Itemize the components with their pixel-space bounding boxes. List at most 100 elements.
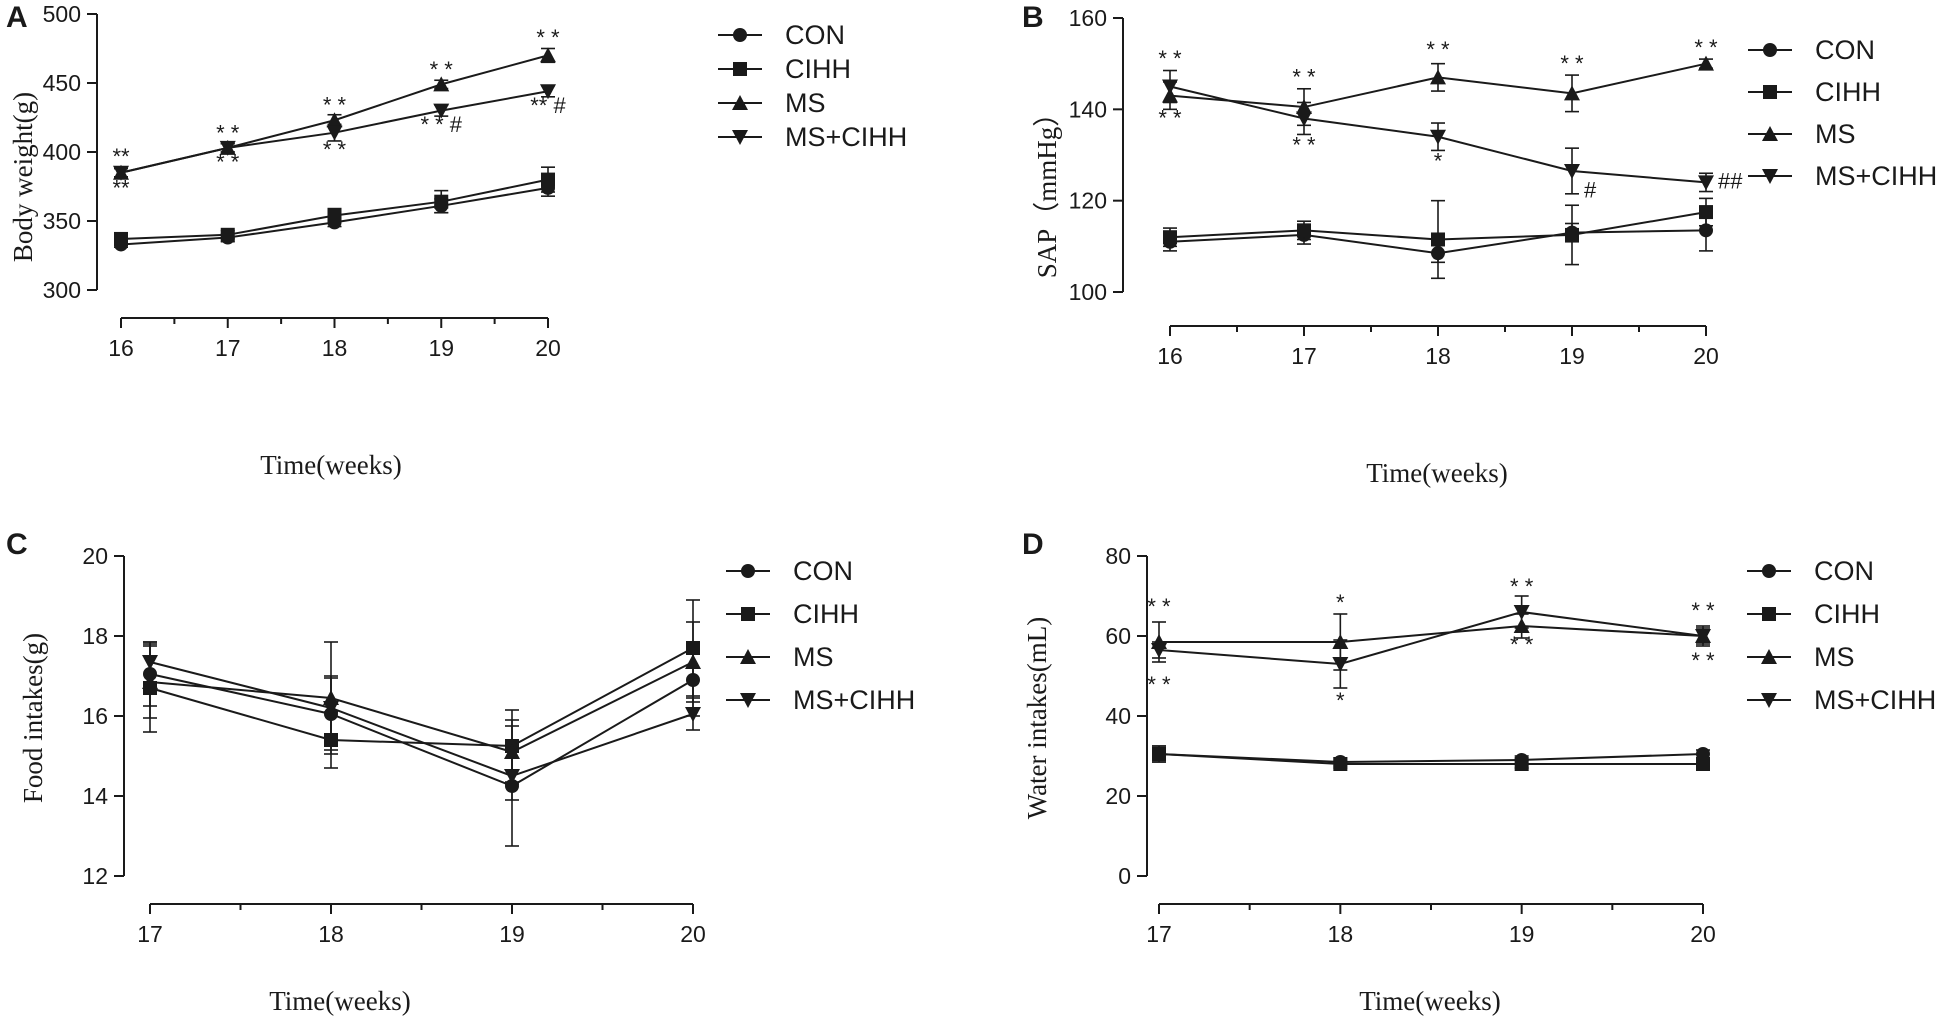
significance-annotation: * * [1147, 594, 1171, 619]
data-point [1152, 747, 1166, 761]
data-point [1699, 223, 1713, 238]
significance-annotation: * [1336, 688, 1345, 713]
significance-annotation: * * [536, 25, 560, 50]
x-tick-label: 17 [1146, 921, 1172, 947]
data-point [1431, 232, 1445, 247]
y-tick-label: 350 [43, 208, 81, 234]
x-tick-label: 16 [1157, 343, 1183, 369]
series-line [1159, 624, 1704, 643]
panel-a: A Body weight(g) Time(weeks) 300 350 400 45… [6, 1, 907, 480]
data-point [1698, 175, 1714, 191]
data-point [1514, 757, 1529, 771]
data-point [540, 47, 556, 63]
data-point [434, 194, 449, 209]
x-tick-label: 19 [499, 921, 525, 947]
significance-annotation: * * [1560, 51, 1584, 76]
data-point [1163, 230, 1177, 245]
significance-annotation: ** [112, 144, 130, 169]
panel-c: C Food intakes(g) Time(weeks) 12 14 16 18 20… [6, 528, 915, 1016]
data-point [114, 231, 128, 246]
legend-label: MS [785, 88, 826, 118]
data-point [1696, 757, 1710, 771]
legend-marker [1762, 169, 1778, 184]
data-point [541, 172, 555, 187]
legend-marker [740, 693, 756, 708]
legend-label: CIHH [1814, 599, 1880, 629]
series-line [149, 661, 694, 754]
series-line [1158, 610, 1704, 666]
legend-label: MS+CIHH [1814, 685, 1936, 715]
legend-marker [1761, 693, 1777, 708]
legend-label: CON [785, 20, 845, 50]
data-point [326, 112, 343, 128]
data-point [1151, 643, 1167, 658]
legend-marker [741, 564, 755, 578]
panel-a-letter: A [6, 1, 28, 34]
legend-item: CIHH [1747, 599, 1880, 629]
data-point [1565, 227, 1579, 242]
panel-a-ylabel: Body weight(g) [8, 92, 38, 262]
data-point [327, 208, 342, 223]
y-tick-label: 60 [1105, 623, 1131, 649]
x-tick-label: 16 [108, 335, 134, 361]
y-tick-label: 20 [82, 543, 108, 569]
significance-annotation: * * [1292, 65, 1316, 90]
panel-d-letter: D [1022, 528, 1044, 561]
x-tick-label: 18 [1425, 343, 1451, 369]
x-tick-label: 20 [535, 335, 561, 361]
series-ms [1162, 55, 1714, 127]
data-point [219, 140, 236, 156]
legend-label: CON [793, 556, 853, 586]
legend-item: CON [1748, 35, 1875, 65]
panel-d-xlabel: Time(weeks) [1359, 986, 1501, 1016]
legend-label: MS+CIHH [1815, 161, 1937, 191]
legend-item: MS [718, 88, 826, 118]
legend-item: CIHH [726, 599, 859, 629]
legend-label: CON [1815, 35, 1875, 65]
panel-d-ylabel: Water intakes(mL) [1022, 617, 1052, 820]
x-tick-label: 18 [318, 921, 344, 947]
significance-annotation: ** [112, 176, 130, 201]
significance-annotation: * * [1510, 632, 1534, 657]
legend-item: MS+CIHH [718, 122, 907, 152]
legend-marker [1762, 126, 1778, 141]
legend-label: MS+CIHH [785, 122, 907, 152]
significance-annotation: * * # [420, 112, 462, 137]
legend-item: MS+CIHH [1747, 685, 1936, 715]
significance-annotation: * * [1694, 35, 1718, 60]
series-cihh [114, 166, 555, 246]
y-tick-label: 12 [82, 863, 108, 889]
series-ms [142, 621, 701, 785]
legend-label: CIHH [1815, 77, 1881, 107]
legend-label: MS [793, 642, 834, 672]
legend-item: MS+CIHH [1748, 161, 1937, 191]
data-point [142, 655, 158, 670]
panel-b-letter: B [1022, 1, 1044, 34]
series-ms [1151, 613, 1711, 671]
y-tick-label: 100 [1069, 279, 1107, 305]
y-tick-label: 140 [1069, 96, 1107, 122]
data-point [685, 707, 701, 722]
panel-c-letter: C [6, 528, 28, 561]
legend-marker [732, 130, 748, 145]
data-point [1513, 605, 1530, 620]
legend-marker [733, 62, 747, 76]
legend-marker [1763, 85, 1777, 99]
significance-annotation: * * [1158, 105, 1182, 130]
y-tick-label: 40 [1105, 703, 1131, 729]
legend-marker [732, 95, 748, 110]
legend-item: CON [718, 20, 845, 50]
data-point [1699, 205, 1713, 220]
panel-c-ylabel: Food intakes(g) [18, 633, 48, 803]
legend-label: CON [1814, 556, 1874, 586]
data-point [1333, 757, 1348, 771]
series-ms-cihh [142, 641, 701, 801]
legend-item: MS [1747, 642, 1855, 672]
significance-annotation: * * [1510, 574, 1534, 599]
y-tick-label: 80 [1105, 543, 1131, 569]
significance-annotation: * * [323, 137, 347, 162]
significance-annotation: * * [216, 149, 240, 174]
series-cihh [1152, 745, 1710, 771]
significance-annotation: # [1584, 178, 1597, 203]
legend-label: MS+CIHH [793, 685, 915, 715]
